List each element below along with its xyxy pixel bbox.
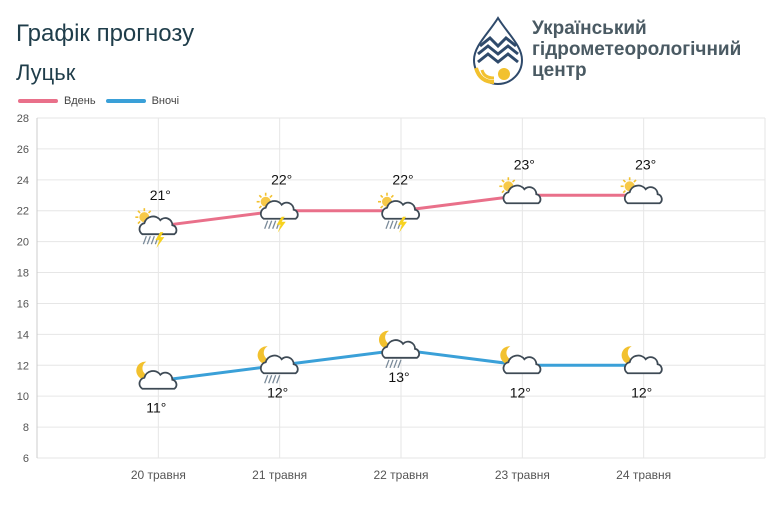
legend-swatch-day [18,99,58,103]
y-tick-label: 14 [17,329,29,341]
y-tick-label: 12 [17,360,29,372]
y-tick-label: 20 [17,237,29,249]
y-tick-label: 10 [17,391,29,403]
moon-cloud-rain-icon [257,346,299,384]
x-tick-label: 21 травня [252,468,307,482]
night-temperature-label: 12° [267,384,288,400]
page-title: Графік прогнозу [16,20,195,47]
x-tick-label: 20 травня [131,468,186,482]
legend-item-night[interactable]: Вночі [105,95,180,107]
legend-item-day[interactable]: Вдень [18,95,96,107]
org-name-line: гідрометеорологічний [532,39,742,60]
day-temperature-label: 22° [392,172,413,188]
day-temperature-label: 21° [150,187,171,203]
y-tick-label: 22 [17,206,29,218]
y-tick-label: 18 [17,268,29,280]
night-temperature-label: 11° [146,400,166,416]
sun-cloud-rain-thunder-icon [256,192,299,233]
day-temperature-label: 23° [514,156,535,172]
night-temperature-label: 12° [510,384,531,400]
sun-cloud-rain-thunder-icon [135,208,178,249]
x-tick-label: 22 травня [373,468,428,482]
night-temperature-label: 13° [388,369,409,385]
legend-label-night: Вночі [151,95,180,107]
y-tick-label: 26 [17,144,29,156]
day-temperature-label: 23° [635,156,656,172]
chart-legend: Вдень Вночі [18,95,189,107]
legend-label-day: Вдень [64,95,96,107]
legend-swatch-night [105,99,146,103]
sun-cloud-icon [620,177,663,205]
moon-cloud-icon [136,361,178,390]
org-name-line: Український [532,18,647,39]
y-tick-label: 28 [17,113,29,125]
moon-cloud-icon [621,346,663,375]
city-name: Луцьк [16,60,76,85]
org-name-line: центр [532,60,587,81]
y-tick-label: 8 [23,422,29,434]
y-tick-label: 16 [17,298,29,310]
sun-cloud-rain-thunder-icon [378,192,420,233]
organization-logo-block: Український гідрометеорологічний центр [470,16,770,88]
moon-cloud-icon [500,346,542,375]
x-tick-label: 24 травня [616,468,671,482]
organization-name: Український гідрометеорологічний центр [532,18,741,81]
y-tick-label: 6 [23,453,29,465]
moon-cloud-rain-icon [378,330,420,369]
drop-logo-icon [472,16,524,85]
night-temperature-label: 12° [631,384,652,400]
day-temperature-label: 22° [271,172,292,188]
sun-cloud-icon [499,177,542,205]
y-tick-label: 24 [17,175,29,187]
x-tick-label: 23 травня [495,468,550,482]
